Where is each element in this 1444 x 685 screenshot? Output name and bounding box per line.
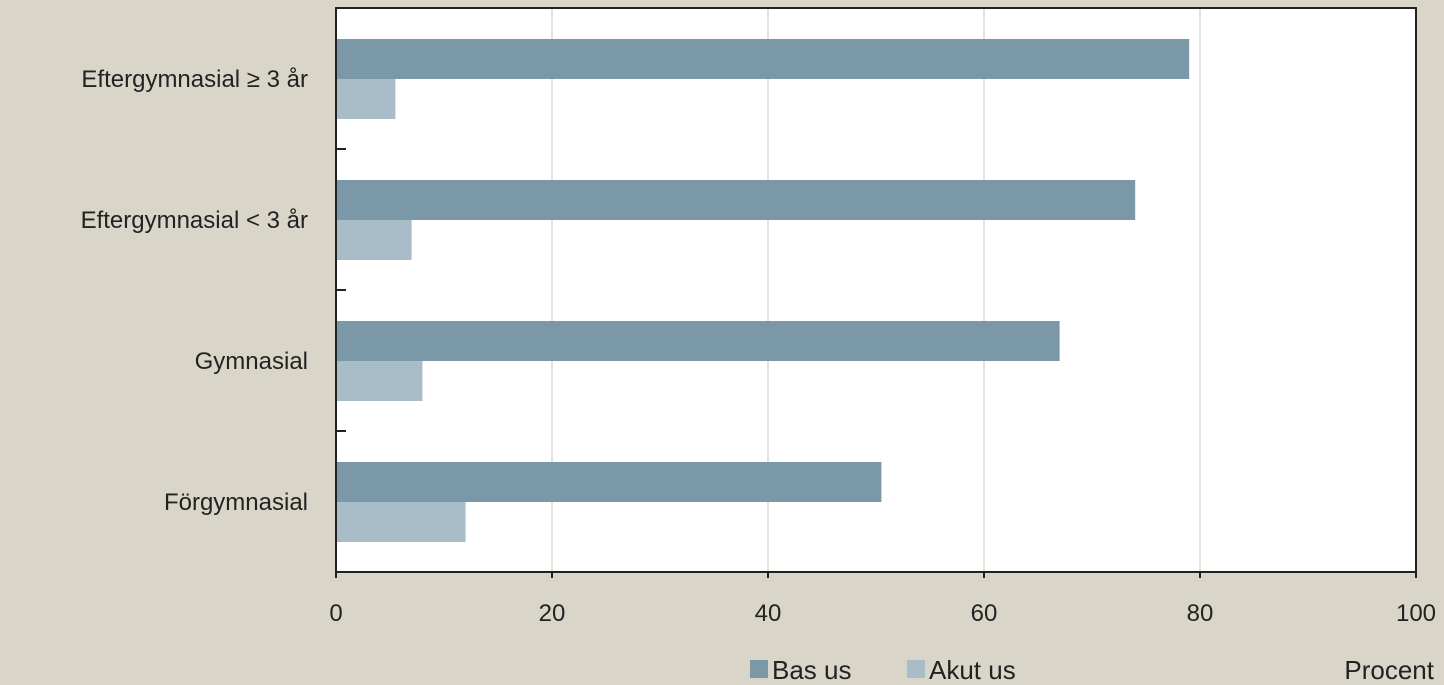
x-tick-label: 80 [1187, 600, 1214, 627]
category-label: Eftergymnasial ≥ 3 år [81, 66, 308, 93]
category-label: Eftergymnasial < 3 år [81, 207, 308, 234]
plot-frame [335, 7, 1417, 573]
category-label: Gymnasial [195, 348, 308, 375]
legend-label: Akut us [929, 655, 1016, 685]
bar-bas-us [336, 39, 1190, 79]
legend-label: Bas us [772, 655, 852, 685]
legend-swatch [750, 660, 768, 678]
category-label: Förgymnasial [164, 489, 308, 516]
bar-bas-us [336, 462, 882, 502]
legend-swatch [907, 660, 925, 678]
x-tick-label: 60 [971, 600, 998, 627]
unit-label: Procent [1344, 655, 1434, 685]
bar-akut-us [336, 502, 466, 542]
bar-bas-us [336, 321, 1060, 361]
bar-bas-us [336, 180, 1136, 220]
bar-akut-us [336, 220, 412, 260]
bar-akut-us [336, 361, 423, 401]
bar-akut-us [336, 79, 396, 119]
x-tick-label: 100 [1396, 600, 1436, 627]
x-tick-label: 0 [329, 600, 342, 627]
x-tick-label: 40 [755, 600, 782, 627]
x-tick-label: 20 [539, 600, 566, 627]
